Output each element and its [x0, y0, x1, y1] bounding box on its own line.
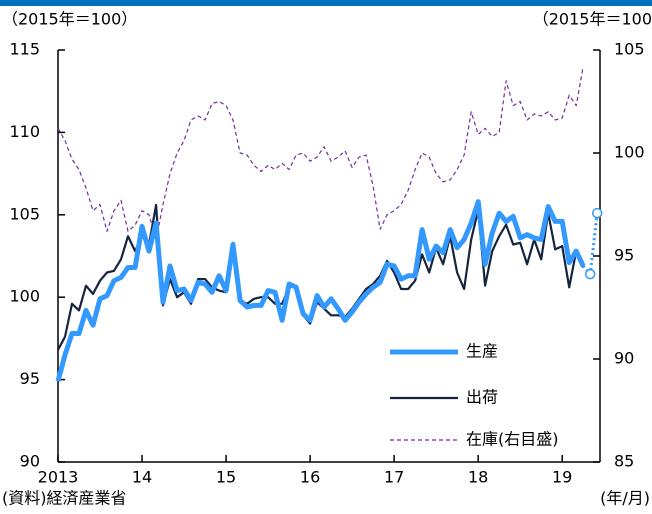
y2-tick-label: 95 [614, 246, 634, 265]
y2-tick-label: 105 [614, 40, 645, 59]
x-tick-label: 14 [132, 468, 152, 487]
x-tick-label: 2013 [38, 468, 79, 487]
forecast-line [582, 212, 599, 278]
x-tick-label: 15 [216, 468, 236, 487]
y2-tick-label: 100 [614, 143, 645, 162]
forecast-point [591, 207, 603, 219]
y-tick-label: 90 [20, 452, 40, 471]
x-tick-label: 16 [300, 468, 320, 487]
x-tick-label: 17 [384, 468, 404, 487]
x-tick-label: 18 [468, 468, 488, 487]
top-bar [0, 0, 652, 6]
y-tick-label: 95 [20, 369, 40, 388]
legend-label: 生産 [466, 342, 498, 361]
legend-label: 在庫(右目盛) [466, 430, 559, 449]
y2-tick-label: 85 [614, 452, 634, 471]
y2-tick-label: 90 [614, 349, 634, 368]
x-tick-label: 19 [552, 468, 572, 487]
series-line [57, 66, 584, 241]
y-tick-label: 105 [9, 204, 40, 223]
y-unit-left: （2015年＝100） [2, 10, 137, 29]
x-unit: (年/月) [600, 489, 650, 508]
y-unit-right: （2015年＝100 [533, 10, 652, 29]
series-line [55, 199, 586, 382]
y-tick-label: 115 [9, 40, 40, 59]
y-tick-label: 110 [9, 122, 40, 141]
y-tick-label: 100 [9, 287, 40, 306]
source: (資料)経済産業省 [2, 489, 127, 508]
forecast-point [584, 268, 596, 280]
series-line [57, 203, 585, 351]
legend-label: 出荷 [466, 388, 498, 407]
